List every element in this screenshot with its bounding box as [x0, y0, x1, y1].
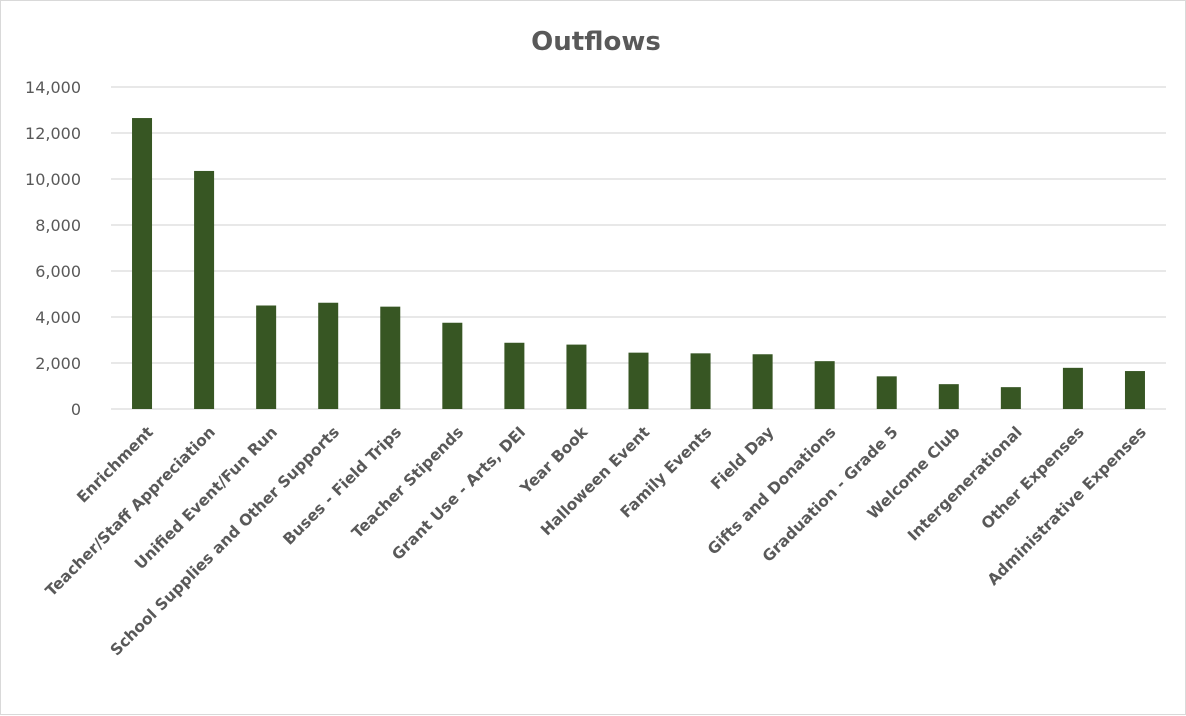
y-tick-label: 14,000 — [25, 78, 81, 97]
bar — [690, 353, 711, 409]
bar — [132, 118, 153, 410]
x-tick-label: Buses - Field Trips — [280, 423, 405, 548]
y-axis-tick-labels: 0 2,000 4,000 6,000 8,000 10,000 12,000 14,000 — [25, 78, 81, 419]
y-tick-label: 0 — [71, 400, 81, 419]
bars — [132, 118, 1145, 410]
bar — [628, 352, 649, 409]
y-tick-label: 10,000 — [25, 170, 81, 189]
x-tick-label: Grant Use - Arts, DEI — [388, 423, 529, 564]
y-tick-label: 8,000 — [35, 216, 81, 235]
bar — [938, 384, 959, 409]
bar — [566, 344, 587, 409]
bar — [1124, 371, 1145, 409]
bar — [256, 305, 277, 409]
x-tick-label: Halloween Event — [537, 423, 653, 539]
y-tick-label: 4,000 — [35, 308, 81, 327]
bar — [814, 361, 835, 409]
bar — [876, 376, 897, 409]
x-tick-label: School Supplies and Other Supports — [107, 423, 343, 659]
y-tick-label: 12,000 — [25, 124, 81, 143]
bar — [1062, 367, 1083, 409]
x-tick-label: Intergenerational — [904, 423, 1025, 544]
bar — [194, 170, 215, 409]
bar — [318, 302, 339, 409]
bar — [1000, 387, 1021, 409]
x-tick-label: Other Expenses — [978, 423, 1088, 533]
bar — [504, 342, 525, 409]
y-tick-label: 6,000 — [35, 262, 81, 281]
bar — [442, 322, 463, 409]
x-tick-label: Teacher Stipends — [348, 423, 467, 542]
bar — [752, 354, 773, 409]
x-tick-label: Gifts and Donations — [704, 423, 839, 558]
chart-title: Outflows — [531, 27, 661, 57]
y-tick-label: 2,000 — [35, 354, 81, 373]
bar — [380, 306, 401, 409]
gridlines — [111, 86, 1166, 410]
